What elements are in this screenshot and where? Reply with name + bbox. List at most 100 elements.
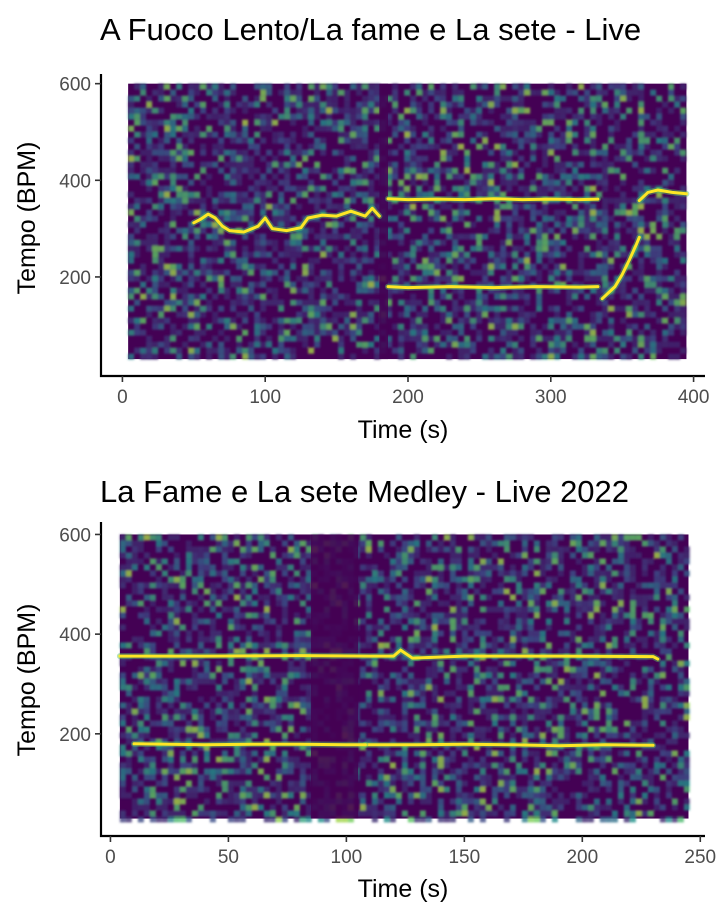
heatmap-cell (161, 816, 168, 823)
heatmap-cell (320, 185, 327, 192)
heatmap-cell (401, 714, 408, 721)
heatmap-cell (278, 203, 285, 210)
heatmap-cell (461, 780, 468, 787)
heatmap-cell (449, 540, 456, 547)
heatmap-cell (137, 756, 144, 763)
heatmap-cell (500, 317, 507, 324)
heatmap-cell (440, 215, 447, 222)
heatmap-cell (263, 666, 270, 673)
heatmap-cell (536, 131, 543, 138)
heatmap-cell (491, 666, 498, 673)
heatmap-cell (533, 810, 540, 817)
heatmap-cell (578, 257, 585, 264)
heatmap-cell (524, 269, 531, 276)
heatmap-cell (119, 780, 126, 787)
heatmap-cell (137, 708, 144, 715)
heatmap-cell (377, 690, 384, 697)
heatmap-cell (641, 744, 648, 751)
heatmap-cell (503, 714, 510, 721)
heatmap-cell (293, 570, 300, 577)
heatmap-cell (440, 227, 447, 234)
heatmap-cell (218, 227, 225, 234)
heatmap-cell (218, 305, 225, 312)
heatmap-cell (224, 179, 231, 186)
heatmap-cell (581, 660, 588, 667)
heatmap-cell (575, 576, 582, 583)
heatmap-cell (428, 137, 435, 144)
heatmap-cell (509, 780, 516, 787)
heatmap-cell (455, 666, 462, 673)
heatmap-cell (233, 708, 240, 715)
heatmap-cell (509, 630, 516, 637)
heatmap-cell (197, 810, 204, 817)
heatmap-cell (539, 558, 546, 565)
heatmap-cell (458, 245, 465, 252)
heatmap-cell (239, 624, 246, 631)
heatmap-cell (476, 191, 483, 198)
heatmap-cell (386, 335, 393, 342)
heatmap-cell (251, 546, 258, 553)
heatmap-cell (152, 245, 159, 252)
heatmap-cell (548, 269, 555, 276)
heatmap-cell (266, 113, 273, 120)
heatmap-cell (524, 251, 531, 258)
heatmap-cell (560, 113, 567, 120)
heatmap-cell (524, 89, 531, 96)
heatmap-cell (359, 546, 366, 553)
heatmap-cell (530, 311, 537, 318)
heatmap-cell (515, 690, 522, 697)
heatmap-cell (119, 582, 126, 589)
heatmap-cell (401, 612, 408, 619)
heatmap-cell (158, 251, 165, 258)
heatmap-cell (512, 209, 519, 216)
heatmap-cell (332, 215, 339, 222)
heatmap-cell (365, 660, 372, 667)
heatmap-cell (221, 570, 228, 577)
heatmap-cell (458, 293, 465, 300)
heatmap-cell (374, 299, 381, 306)
heatmap-cell (275, 774, 282, 781)
heatmap-cell (212, 221, 219, 228)
heatmap-cell (590, 125, 597, 132)
heatmap-cell (608, 113, 615, 120)
heatmap-cell (638, 137, 645, 144)
heatmap-cell (431, 780, 438, 787)
heatmap-cell (638, 113, 645, 120)
heatmap-cell (437, 558, 444, 565)
heatmap-cell (392, 173, 399, 180)
heatmap-cell (320, 251, 327, 258)
heatmap-cell (572, 287, 579, 294)
heatmap-cell (617, 618, 624, 625)
heatmap-cell (518, 293, 525, 300)
heatmap-cell (320, 233, 327, 240)
heatmap-cell (299, 576, 306, 583)
heatmap-cell (284, 347, 291, 354)
heatmap-cell (152, 161, 159, 168)
heatmap-cell (179, 606, 186, 613)
heatmap-cell (344, 311, 351, 318)
heatmap-cell (428, 245, 435, 252)
chart-2-heatmap (116, 534, 690, 823)
heatmap-cell (269, 696, 276, 703)
heatmap-cell (575, 600, 582, 607)
heatmap-cell (557, 732, 564, 739)
heatmap-cell (308, 185, 315, 192)
heatmap-cell (497, 690, 504, 697)
heatmap-cell (191, 792, 198, 799)
heatmap-cell (236, 341, 243, 348)
heatmap-cell (599, 762, 606, 769)
heatmap-cell (521, 738, 528, 745)
heatmap-cell (161, 606, 168, 613)
heatmap-cell (521, 678, 528, 685)
heatmap-cell (557, 720, 564, 727)
heatmap-cell (485, 810, 492, 817)
heatmap-cell (650, 329, 657, 336)
heatmap-cell (206, 221, 213, 228)
heatmap-cell (434, 269, 441, 276)
heatmap-cell (392, 287, 399, 294)
heatmap-cell (605, 714, 612, 721)
heatmap-cell (518, 101, 525, 108)
heatmap-cell (254, 143, 261, 150)
heatmap-cell (590, 131, 597, 138)
heatmap-cell (596, 209, 603, 216)
